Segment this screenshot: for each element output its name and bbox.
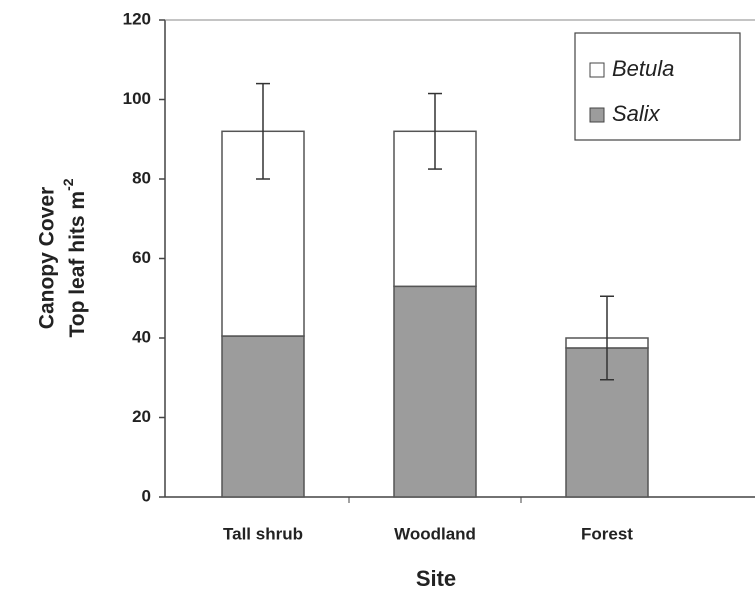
legend-swatch (589, 107, 605, 123)
y-tick-label: 80 (132, 168, 151, 187)
y-axis-title: Canopy Cover Top leaf hits m-2 (36, 178, 89, 337)
legend-swatch (589, 62, 605, 78)
bar-segment (221, 335, 305, 498)
bar-segment (393, 285, 477, 498)
y-axis-title-sup: -2 (60, 178, 76, 191)
error-bar (256, 82, 270, 180)
x-tick-label: Forest (581, 524, 633, 543)
y-axis-title-line2: Top leaf hits m-2 (60, 178, 89, 337)
error-bar (600, 295, 614, 381)
x-axis-title: Site (416, 566, 456, 591)
y-tick-label: 40 (132, 327, 151, 346)
y-tick-label: 100 (123, 89, 151, 108)
y-axis-title-text: Top leaf hits m (66, 191, 89, 338)
y-tick-label: 120 (123, 9, 151, 28)
y-tick-label: 60 (132, 248, 151, 267)
legend-label: Betula (612, 56, 674, 81)
y-tick-label: 0 (142, 486, 151, 505)
x-tick-label: Woodland (394, 524, 476, 543)
x-tick-label: Tall shrub (223, 524, 303, 543)
legend-label: Salix (612, 101, 661, 126)
y-axis-title-line1: Canopy Cover (36, 187, 59, 329)
error-bar (428, 92, 442, 170)
y-tick-label: 20 (132, 407, 151, 426)
